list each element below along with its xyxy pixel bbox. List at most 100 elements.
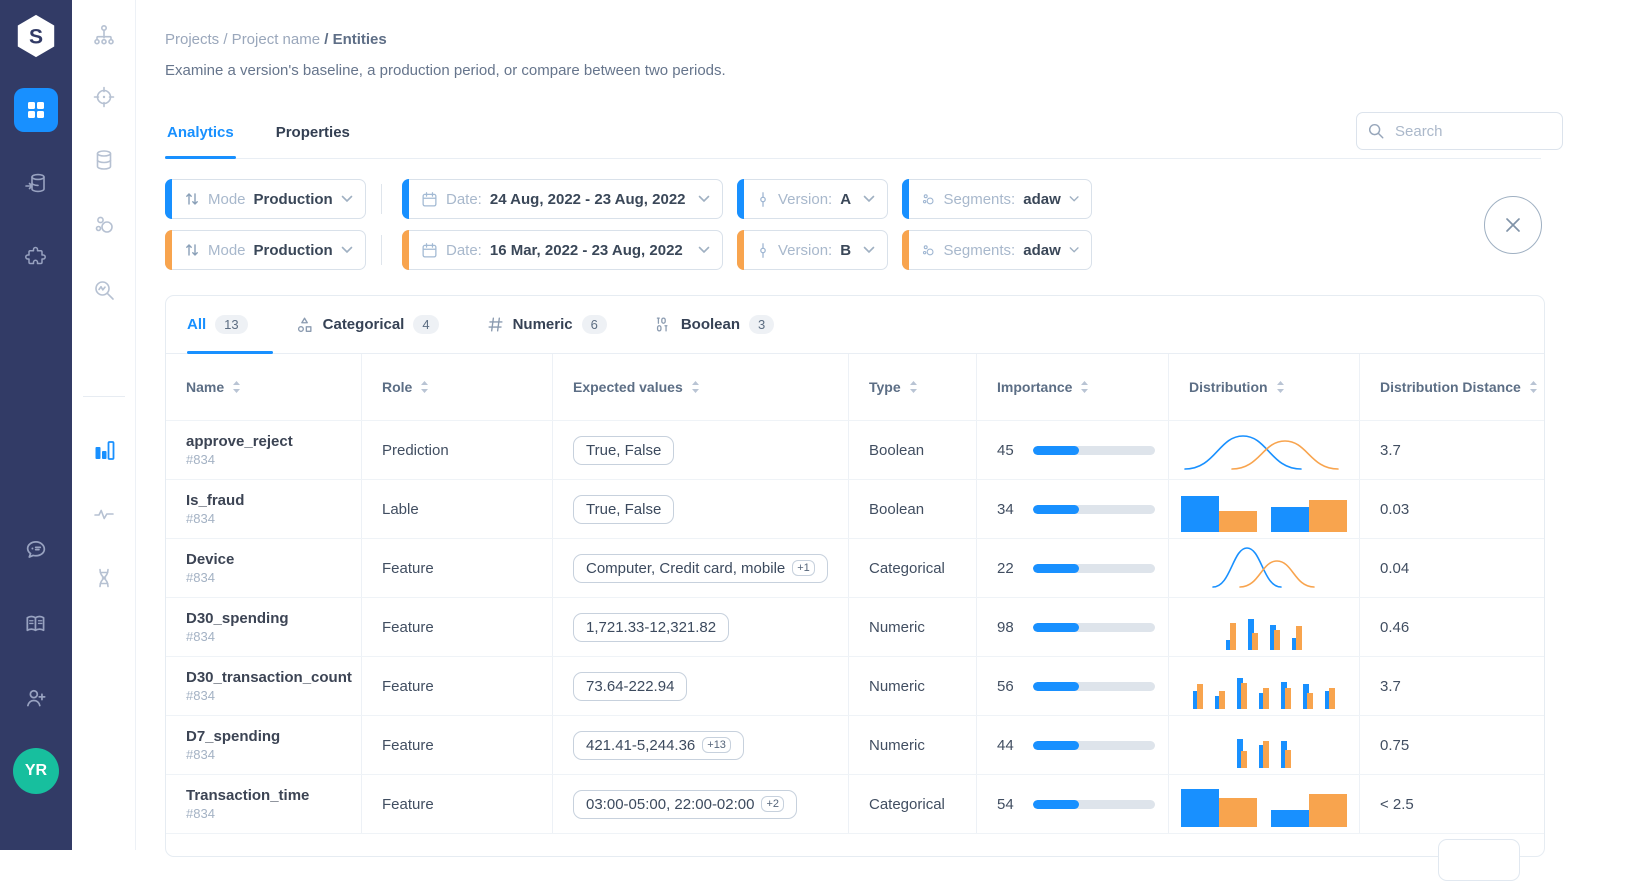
segments-filter-b[interactable]: Segments: adaw [902,230,1092,270]
mode-filter-a[interactable]: Mode Production [165,179,366,219]
pagination-button-partial[interactable] [1438,839,1520,881]
close-comparison-button[interactable] [1484,196,1542,254]
version-value: A [840,190,852,208]
importance-bar-fill [1033,681,1079,691]
tab-numeric[interactable]: Numeric 6 [487,315,607,334]
sidebar-item-feedback[interactable] [23,537,49,563]
table-row[interactable]: D30_spending #834 Feature 1,721.33-12,32… [166,598,1544,657]
version-commit-icon [760,242,766,258]
segments-icon [922,244,934,255]
expected-values-text: 73.64-222.94 [586,677,675,695]
column-header-name[interactable]: Name [166,354,361,420]
expected-values-chip: 73.64-222.94 [573,671,688,701]
sidebar-item-apps[interactable] [14,88,58,132]
tab-properties[interactable]: Properties [275,124,350,141]
column-header-importance[interactable]: Importance [976,354,1168,420]
sidebar-item-data[interactable] [24,171,48,195]
entities-card: All 13 Categorical 4 Numeric 6 [165,295,1546,881]
importance-cell: 98 [976,598,1168,656]
type-cell: Categorical [848,775,976,833]
importance-bar-fill [1033,799,1079,809]
expected-values-cell: 1,721.33-12,321.82 [552,598,848,656]
table-row[interactable]: Is_fraud #834 Lable True, False Boolean … [166,480,1544,539]
table-row[interactable]: approve_reject #834 Prediction True, Fal… [166,421,1544,480]
date-filter-b[interactable]: Date: 16 Mar, 2022 - 23 Aug, 2022 [402,230,723,270]
accent-stripe [902,230,909,270]
expected-extra-badge[interactable]: +2 [761,796,785,812]
expected-extra-badge[interactable]: +1 [792,560,815,576]
numeric-hash-icon [488,317,503,332]
table-row[interactable]: Device #834 Feature Computer, Credit car… [166,539,1544,598]
rail-item-activity[interactable] [92,502,116,526]
expected-values-chip: Computer, Credit card, mobile +1 [573,553,828,583]
expected-values-text: True, False [586,500,662,518]
data-ingest-icon [25,173,45,193]
importance-bar-fill [1033,445,1079,455]
importance-bar-fill [1033,740,1079,750]
rail-item-bar-chart-active[interactable] [92,438,116,462]
distribution-distance-cell: 0.03 [1359,480,1546,538]
distribution-chart [1179,427,1349,473]
feature-id: #834 [186,629,215,644]
tab-boolean[interactable]: Boolean 3 [655,315,775,334]
mode-filter-b[interactable]: Mode Production [165,230,366,270]
search-input[interactable] [1393,121,1517,141]
table-row[interactable]: D30_transaction_count #834 Feature 73.64… [166,657,1544,716]
column-header-distribution-distance[interactable]: Distribution Distance [1359,354,1546,420]
sidebar-item-invite[interactable] [23,685,49,711]
expected-values-text: 421.41-5,244.36 [586,736,696,754]
rail-item-insights[interactable] [92,278,116,302]
importance-bar [1033,681,1155,691]
accent-stripe [737,230,744,270]
app-logo-icon: S [17,14,55,58]
rail-item-target[interactable] [92,85,116,109]
role-cell: Lable [361,480,552,538]
distribution-distance-cell: 3.7 [1359,421,1546,479]
column-header-expected-values[interactable]: Expected values [552,354,848,420]
avatar[interactable]: YR [13,748,59,794]
rail-item-database[interactable] [92,148,116,172]
column-header-type[interactable]: Type [848,354,976,420]
version-filter-b[interactable]: Version: B [737,230,888,270]
table-row[interactable]: D7_spending #834 Feature 421.41-5,244.36… [166,716,1544,775]
org-chart-icon [93,24,114,45]
importance-value: 54 [997,795,1014,813]
app-logo[interactable]: S [13,12,59,60]
segments-icon [922,193,934,204]
insights-search-icon [94,281,114,300]
expected-values-cell: 73.64-222.94 [552,657,848,715]
rail-item-segments[interactable] [92,213,116,237]
tab-analytics[interactable]: Analytics [165,112,236,159]
table-row[interactable]: Transaction_time #834 Feature 03:00-05:0… [166,775,1544,834]
sidebar-item-integrations[interactable] [24,245,48,269]
type-cell: Numeric [848,716,976,774]
apps-grid-icon [28,102,44,118]
tab-categorical-count: 4 [413,315,439,334]
date-filter-a[interactable]: Date: 24 Aug, 2022 - 23 Aug, 2022 [402,179,723,219]
expected-values-text: True, False [586,441,662,459]
feature-id: #834 [186,511,215,526]
breadcrumb[interactable]: Projects / Project name / Entities [165,31,387,48]
name-cell: D30_transaction_count #834 [166,657,361,715]
importance-bar-fill [1033,622,1079,632]
version-commit-icon [760,191,766,207]
chevron-down-icon [863,246,875,254]
search-box[interactable] [1356,112,1563,150]
column-header-distribution[interactable]: Distribution [1168,354,1359,420]
rail-item-org-chart[interactable] [92,23,116,47]
importance-bar [1033,799,1155,809]
breadcrumb-trail[interactable]: Projects / Project name [165,31,321,48]
rail-item-dna[interactable] [92,566,116,590]
column-header-role[interactable]: Role [361,354,552,420]
tab-categorical[interactable]: Categorical 4 [296,315,439,334]
sort-icon [909,381,917,393]
expected-extra-badge[interactable]: +13 [702,737,731,753]
distribution-cell [1168,480,1359,538]
distribution-chart [1179,545,1349,591]
sidebar-item-docs[interactable] [23,611,49,637]
tab-all[interactable]: All 13 [187,315,248,334]
segments-value: adaw [1023,241,1061,259]
version-filter-a[interactable]: Version: A [737,179,888,219]
importance-cell: 44 [976,716,1168,774]
segments-filter-a[interactable]: Segments: adaw [902,179,1092,219]
